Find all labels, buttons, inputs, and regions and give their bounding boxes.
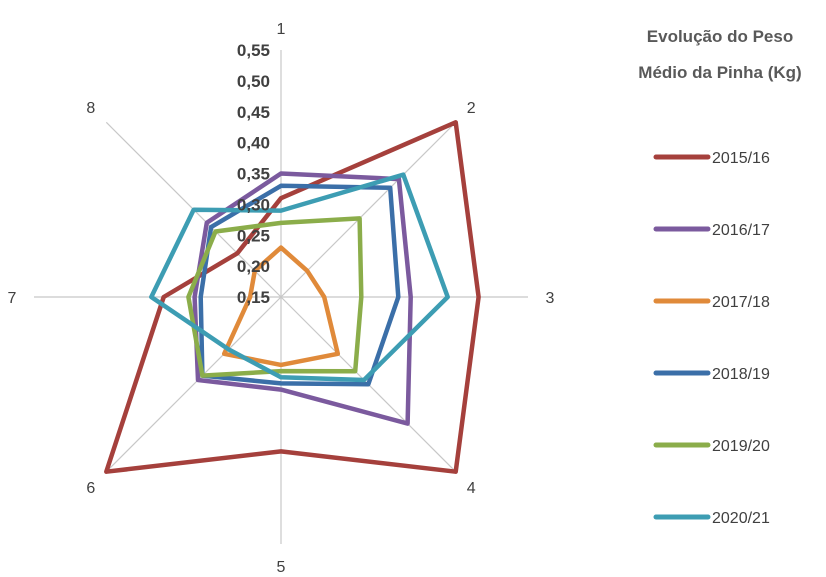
- legend-label-2019-20: 2019/20: [712, 438, 770, 455]
- series-line-2017-18: [221, 245, 341, 368]
- radar-series: [104, 120, 481, 474]
- series-line-2019-20: [186, 216, 364, 378]
- category-label-2: 2: [467, 100, 476, 117]
- series-line-2020-21: [149, 172, 450, 383]
- legend-label-2016-17: 2016/17: [712, 222, 770, 239]
- axis-spoke-6: [105, 296, 282, 473]
- tick-label: 0,25: [237, 226, 270, 245]
- chart-title-line-2: Médio da Pinha (Kg): [638, 63, 801, 82]
- tick-label: 0,15: [237, 288, 270, 307]
- series-line-2016-17: [192, 171, 413, 426]
- tick-label: 0,45: [237, 103, 270, 122]
- legend: 2015/16 2016/17 2017/18 2018/19 2019/20 2020/…: [653, 150, 770, 527]
- tick-label: 0,55: [237, 41, 270, 60]
- tick-label: 0,35: [237, 165, 270, 184]
- chart-title: Evolução do Peso Médio da Pinha (Kg): [638, 27, 801, 82]
- legend-label-2018-19: 2018/19: [712, 366, 770, 383]
- chart-title-line-1: Evolução do Peso: [647, 27, 793, 46]
- category-label-1: 1: [277, 21, 286, 38]
- radar-tick-labels: 0,15 0,20 0,25 0,30 0,35 0,40 0,45 0,50 0,55: [237, 41, 270, 307]
- tick-label: 0,30: [237, 195, 270, 214]
- legend-label-2017-18: 2017/18: [712, 294, 770, 311]
- legend-label-2020-21: 2020/21: [712, 510, 770, 527]
- series-line-2015-16: [104, 120, 481, 474]
- category-label-6: 6: [86, 480, 95, 497]
- tick-label: 0,50: [237, 72, 270, 91]
- category-label-5: 5: [277, 559, 286, 576]
- axis-spoke-2: [280, 121, 457, 298]
- category-label-8: 8: [86, 100, 95, 117]
- tick-label: 0,20: [237, 257, 270, 276]
- category-label-4: 4: [467, 480, 476, 497]
- radar-category-labels: 1 2 3 4 5 6 7 8: [8, 21, 555, 576]
- category-label-7: 7: [8, 290, 17, 307]
- tick-label: 0,40: [237, 134, 270, 153]
- legend-label-2015-16: 2015/16: [712, 150, 770, 167]
- category-label-3: 3: [546, 290, 555, 307]
